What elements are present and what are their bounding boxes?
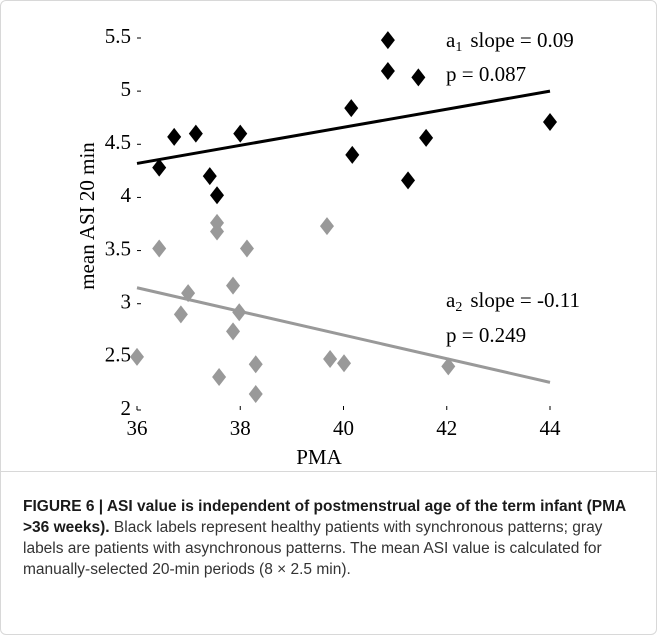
point [167,127,182,146]
annotation-symbol: a [446,28,456,52]
y-tick-label: 5.5 [105,24,131,48]
point [226,276,241,295]
y-axis-label: mean ASI 20 min [75,142,99,290]
point [202,167,217,186]
x-tick-label: 38 [230,416,251,440]
x-tick-label: 36 [127,416,148,440]
y-tick-label: 2 [121,396,132,420]
point [345,145,360,164]
x-axis-label: PMA [296,445,342,469]
point [226,322,241,341]
y-tick-label: 3 [121,290,132,314]
point [319,217,334,236]
annotation-p: p = 0.087 [446,62,526,86]
point [152,239,167,258]
x-tick-label: 40 [333,416,354,440]
point [173,305,188,324]
y-tick-label: 5 [121,77,132,101]
point [130,347,144,366]
point [188,124,203,143]
y-tick-label: 4.5 [105,130,131,154]
separator [1,471,656,472]
point [212,368,227,387]
annotation-text: slope = 0.09 [470,28,573,52]
point [210,186,225,205]
point [337,354,352,373]
annotation-p: p = 0.249 [446,323,526,347]
point [419,128,434,147]
point [344,99,359,118]
point [232,303,247,322]
point [323,349,338,368]
x-tick-label: 44 [540,416,562,440]
point [411,68,426,87]
annotation: a2 slope = -0.11 [446,288,580,315]
y-tick-label: 2.5 [105,343,131,367]
y-tick-label: 4 [121,183,132,207]
point [181,284,196,303]
caption-title: FIGURE 6 | ASI value is independent of p… [23,498,626,536]
point [380,61,395,80]
point [441,357,456,376]
point [248,385,263,404]
annotation-symbol: a [446,288,456,312]
caption: FIGURE 6 | ASI value is independent of p… [23,496,638,580]
point [401,171,416,190]
point [543,112,557,131]
caption-body: Black labels represent healthy patients … [23,519,603,578]
point [380,31,395,50]
point [233,124,248,143]
annotation-subscript: 2 [455,300,462,315]
chart: PMA mean ASI 20 min 36 38 40 42 44 2 2.5 3 3.5 4 4… [75,24,580,469]
annotation-subscript: 1 [455,40,462,55]
y-tick-label: 3.5 [105,236,131,260]
point [239,239,254,258]
point [210,222,225,241]
point [248,355,263,374]
point [152,158,167,177]
x-tick-label: 42 [436,416,457,440]
fit-line [136,89,551,165]
fit-line [136,286,551,384]
annotation: a1 slope = 0.09 [446,28,574,55]
annotation-text: slope = -0.11 [470,288,580,312]
